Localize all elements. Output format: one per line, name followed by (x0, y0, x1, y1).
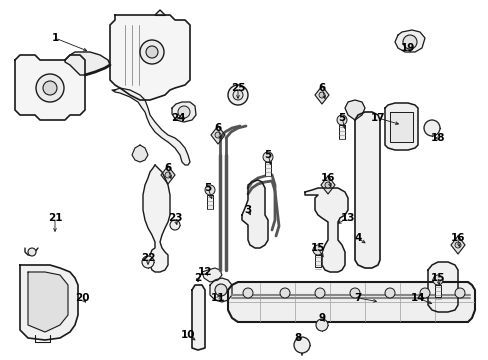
Bar (434, 285, 440, 297)
Circle shape (423, 120, 439, 136)
Circle shape (215, 284, 226, 296)
Circle shape (454, 242, 460, 248)
Text: 14: 14 (410, 293, 425, 303)
Text: 7: 7 (354, 293, 361, 303)
Circle shape (36, 74, 64, 102)
Circle shape (325, 182, 330, 188)
Bar (314, 255, 320, 267)
Text: 12: 12 (197, 267, 212, 277)
Polygon shape (314, 86, 328, 104)
Circle shape (263, 152, 272, 162)
Polygon shape (394, 30, 424, 52)
Circle shape (336, 115, 346, 125)
Polygon shape (20, 265, 78, 340)
Circle shape (402, 35, 416, 49)
Circle shape (454, 288, 464, 298)
Circle shape (28, 248, 36, 256)
Text: 15: 15 (310, 243, 325, 253)
Polygon shape (28, 272, 68, 332)
Circle shape (293, 337, 309, 353)
Polygon shape (384, 103, 417, 150)
Text: 23: 23 (167, 213, 182, 223)
Text: 21: 21 (48, 213, 62, 223)
Polygon shape (210, 126, 224, 144)
Circle shape (314, 288, 325, 298)
Text: 22: 22 (141, 253, 155, 263)
Polygon shape (155, 10, 164, 15)
Polygon shape (142, 165, 170, 272)
Polygon shape (15, 55, 85, 120)
Circle shape (312, 245, 323, 255)
Circle shape (384, 288, 394, 298)
Polygon shape (242, 180, 267, 248)
Circle shape (315, 319, 327, 331)
Text: 24: 24 (170, 113, 185, 123)
Circle shape (349, 288, 359, 298)
Polygon shape (345, 100, 364, 120)
Text: 2: 2 (194, 273, 201, 283)
Polygon shape (354, 112, 379, 268)
Text: 10: 10 (181, 330, 195, 340)
Polygon shape (192, 285, 204, 350)
Circle shape (419, 288, 429, 298)
Text: 3: 3 (244, 205, 251, 215)
Text: 1: 1 (51, 33, 59, 43)
Circle shape (232, 90, 243, 100)
Text: 8: 8 (294, 333, 301, 343)
Circle shape (43, 81, 57, 95)
Circle shape (318, 92, 325, 98)
Text: 4: 4 (354, 233, 361, 243)
Text: 17: 17 (370, 113, 385, 123)
Text: 5: 5 (204, 183, 211, 193)
Polygon shape (305, 188, 347, 272)
Circle shape (204, 185, 215, 195)
Circle shape (170, 220, 180, 230)
Circle shape (164, 172, 171, 178)
Polygon shape (112, 88, 190, 165)
Polygon shape (172, 102, 196, 122)
Circle shape (280, 288, 289, 298)
Circle shape (140, 40, 163, 64)
Text: 11: 11 (210, 293, 225, 303)
Text: 15: 15 (430, 273, 445, 283)
Text: 25: 25 (230, 83, 245, 93)
Bar (264, 162, 270, 176)
Polygon shape (85, 65, 110, 75)
Circle shape (142, 256, 154, 268)
Polygon shape (450, 236, 464, 254)
Text: 18: 18 (430, 133, 445, 143)
Circle shape (178, 106, 190, 118)
Circle shape (432, 275, 442, 285)
Circle shape (243, 288, 252, 298)
Polygon shape (227, 282, 474, 322)
Polygon shape (389, 112, 412, 142)
Text: 20: 20 (75, 293, 89, 303)
Circle shape (215, 132, 221, 138)
Text: 9: 9 (318, 313, 325, 323)
Polygon shape (132, 145, 148, 162)
Polygon shape (161, 166, 175, 184)
Text: 16: 16 (450, 233, 464, 243)
Polygon shape (202, 268, 222, 282)
Text: 5: 5 (264, 150, 271, 160)
Bar (206, 195, 213, 209)
Text: 6: 6 (164, 163, 171, 173)
Polygon shape (110, 15, 190, 100)
Text: 13: 13 (340, 213, 354, 223)
Polygon shape (320, 176, 334, 194)
Text: 16: 16 (320, 173, 335, 183)
Text: 19: 19 (400, 43, 414, 53)
Polygon shape (209, 278, 231, 302)
Text: 6: 6 (214, 123, 221, 133)
Polygon shape (65, 52, 110, 75)
Circle shape (146, 46, 158, 58)
Text: 6: 6 (318, 83, 325, 93)
Bar (338, 125, 345, 139)
Text: 5: 5 (338, 113, 345, 123)
Circle shape (227, 85, 247, 105)
Polygon shape (427, 262, 457, 312)
